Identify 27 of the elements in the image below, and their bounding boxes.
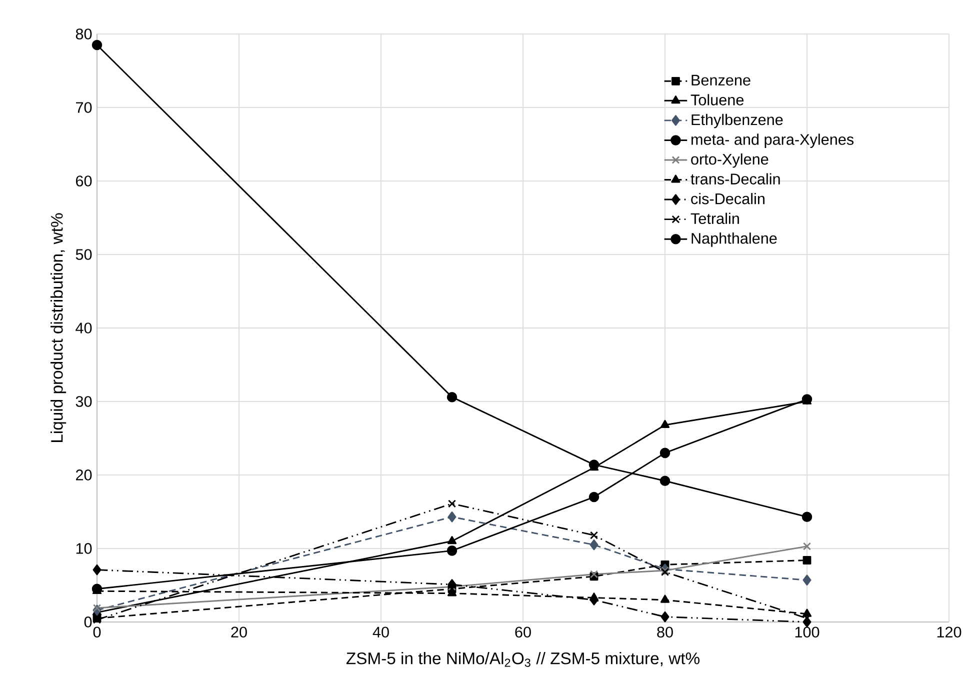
y-axis-title: Liquid product distribution, wt%: [50, 213, 66, 442]
x-tick-label: 80: [657, 626, 673, 638]
y-tick-label: 80: [76, 28, 92, 40]
y-tick-label: 60: [76, 176, 92, 186]
legend-label: Toluene: [690, 94, 744, 106]
legend-label: Naphthalene: [692, 232, 777, 247]
x-tick-label: 40: [372, 626, 389, 638]
legend-label: trans-Decalin: [690, 173, 780, 184]
y-tick-label: 0: [84, 616, 92, 628]
x-axis-title: ZSM-5 in the NiMo/Al$_{2}$O$_{3}$ // ZSM-5 mixture, wt%: [346, 652, 700, 667]
x-tick-label: 60: [515, 626, 531, 638]
legend-label: Benzene: [692, 74, 750, 86]
legend-label: Ethylbenzene: [692, 114, 783, 128]
x-tick-label: 0: [93, 626, 101, 638]
y-tick-label: 10: [76, 543, 92, 554]
x-tick-label: 120: [937, 626, 962, 638]
y-tick-label: 70: [76, 102, 92, 113]
y-tick-label: 20: [76, 470, 92, 480]
y-tick-label: 30: [76, 396, 92, 407]
legend-label: orto-Xylene: [691, 153, 768, 168]
x-tick-label: 20: [231, 626, 247, 638]
x-tick-label: 100: [795, 626, 820, 638]
y-tick-label: 40: [76, 322, 92, 334]
legend-label: cis-Decalin: [691, 192, 764, 204]
legend-label: meta- and para-Xylenes: [692, 134, 854, 148]
legend-label: Tetralin: [690, 212, 739, 224]
y-tick-label: 50: [76, 249, 92, 260]
